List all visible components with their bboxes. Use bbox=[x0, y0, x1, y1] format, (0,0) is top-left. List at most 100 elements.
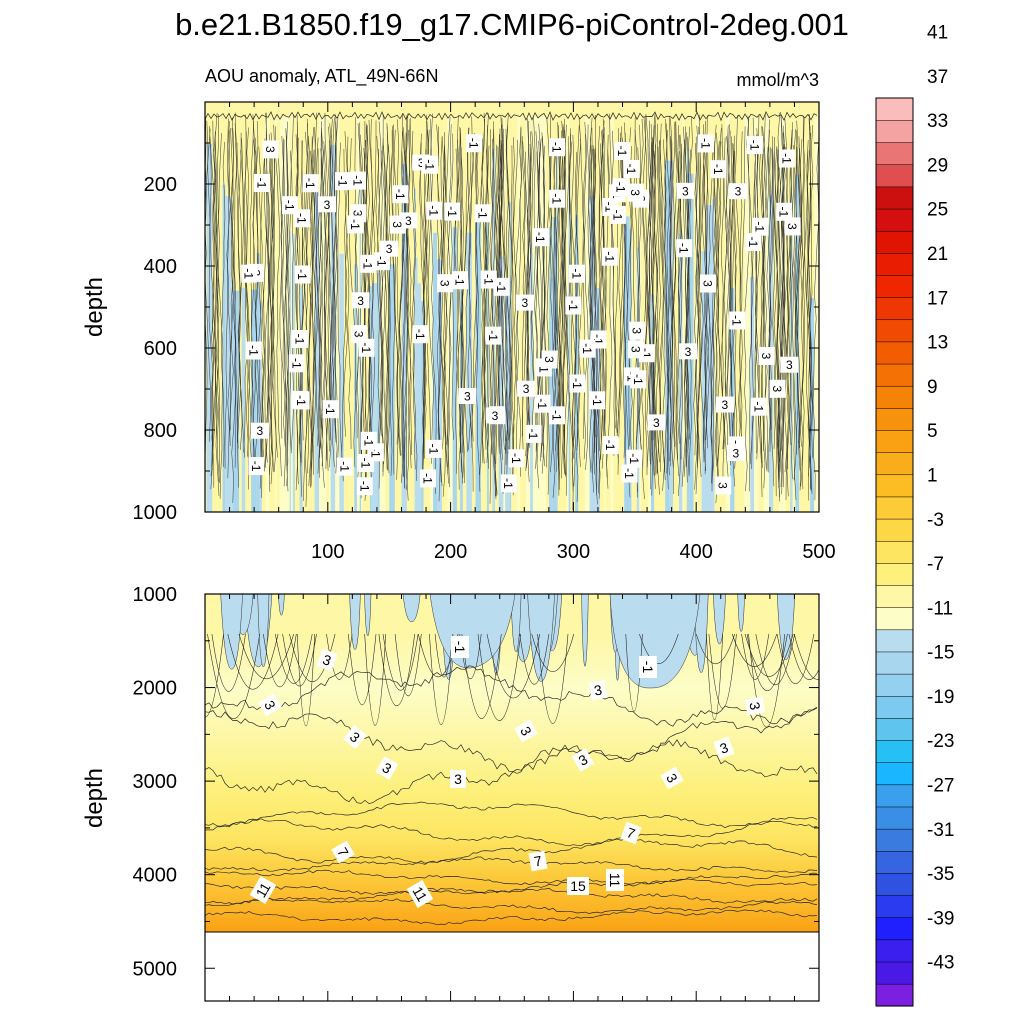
upper-contour-line bbox=[693, 130, 700, 456]
upper-contour-label-bg bbox=[532, 228, 549, 247]
upper-contour-label: -1 bbox=[322, 400, 339, 419]
upper-contour-label-text: 3 bbox=[628, 189, 642, 196]
colorbar-swatch bbox=[875, 385, 914, 409]
upper-contour-label-text: 3 bbox=[716, 482, 730, 489]
upper-contour-label-bg bbox=[569, 374, 586, 393]
lower-contour-label: 3 bbox=[375, 756, 399, 780]
upper-contour-line bbox=[493, 146, 501, 497]
lower-contour-label-bg bbox=[639, 656, 657, 678]
upper-contour-label: -1 bbox=[626, 449, 643, 468]
upper-contour-label-text: -1 bbox=[423, 159, 437, 170]
lower-contour-line bbox=[205, 869, 818, 886]
upper-contour-line bbox=[279, 138, 284, 439]
upper-contour-label-bg bbox=[294, 209, 311, 228]
upper-contour-line bbox=[588, 147, 597, 473]
upper-contour-line bbox=[734, 151, 743, 452]
upper-contour-label: -1 bbox=[302, 174, 319, 193]
figure-title: b.e21.B1850.f19_g17.CMIP6-piControl-2deg… bbox=[175, 7, 849, 42]
upper-contour-label: 3 bbox=[351, 292, 370, 309]
upper-contour-label-text: 3 bbox=[418, 156, 425, 170]
upper-contour-line bbox=[484, 149, 488, 450]
lower-contour-label: 11 bbox=[249, 875, 277, 905]
upper-contour-line bbox=[317, 121, 322, 447]
upper-contour-line bbox=[227, 128, 234, 479]
upper-contour-line bbox=[576, 121, 587, 448]
colorbar-swatch bbox=[875, 119, 914, 143]
colorbar-swatch bbox=[875, 717, 914, 741]
lower-contour-line bbox=[205, 707, 818, 774]
upper-contour-label-text: -1 bbox=[486, 330, 500, 341]
upper-weak-region bbox=[648, 117, 651, 512]
upper-contour-line bbox=[720, 130, 731, 481]
colorbar-frame bbox=[875, 97, 914, 1007]
upper-contour-label-bg bbox=[466, 134, 483, 153]
upper-contour-line bbox=[213, 148, 224, 499]
lower-negative-finger bbox=[402, 594, 421, 623]
upper-contour-label-bg bbox=[602, 436, 619, 455]
upper-contour-line bbox=[606, 113, 613, 489]
upper-contour-label-bg bbox=[392, 185, 409, 204]
upper-y-tick-label: 800 bbox=[144, 420, 177, 442]
upper-contour-line bbox=[645, 142, 652, 468]
upper-negative-region bbox=[669, 160, 673, 512]
colorbar-label: -35 bbox=[927, 864, 954, 885]
colorbar-label: 29 bbox=[927, 155, 948, 176]
upper-contour-line bbox=[488, 121, 496, 497]
upper-contour-line bbox=[258, 146, 267, 472]
upper-contour-line bbox=[227, 120, 234, 447]
upper-contour-line bbox=[392, 124, 396, 475]
upper-contour-label-bg bbox=[715, 476, 732, 495]
lower-contour-label: 3 bbox=[571, 748, 595, 772]
colorbar-label: -7 bbox=[927, 554, 944, 575]
upper-weak-region bbox=[517, 117, 521, 512]
upper-contour-line bbox=[280, 135, 289, 487]
upper-contour-line bbox=[768, 136, 775, 487]
colorbar-label: -39 bbox=[927, 908, 954, 929]
upper-contour-label-bg bbox=[291, 330, 308, 348]
upper-contour-line bbox=[744, 116, 751, 492]
upper-contour-line bbox=[313, 148, 320, 474]
upper-contour-label-bg bbox=[630, 370, 647, 389]
upper-contour-label: -1 bbox=[508, 449, 525, 468]
colorbar-swatch bbox=[875, 97, 914, 121]
upper-contour-label-text: -1 bbox=[303, 178, 317, 189]
upper-contour-line bbox=[411, 130, 418, 481]
upper-contour-label: -1 bbox=[426, 439, 443, 458]
upper-contour-line bbox=[388, 125, 393, 476]
upper-contour-label: 3 bbox=[350, 325, 367, 344]
upper-x-tick-label: 300 bbox=[557, 541, 590, 563]
upper-contour-line bbox=[343, 148, 352, 450]
upper-contour-line bbox=[267, 141, 271, 492]
upper-contour-line bbox=[673, 151, 680, 477]
upper-contour-label: -1 bbox=[412, 325, 429, 344]
colorbar-swatch bbox=[875, 252, 914, 276]
upper-contour-line bbox=[723, 123, 732, 450]
panel-left-string: AOU anomaly, ATL_49N-66N bbox=[205, 66, 438, 87]
upper-contour-line bbox=[702, 124, 711, 475]
lower-contour-label-bg bbox=[744, 696, 766, 716]
upper-contour-label: -1 bbox=[294, 265, 311, 284]
upper-contour-line bbox=[789, 129, 797, 455]
colorbar-swatch bbox=[875, 651, 914, 675]
upper-contour-label-bg bbox=[444, 202, 461, 221]
upper-contour-line bbox=[510, 145, 514, 496]
upper-contour-label-text: -1 bbox=[348, 219, 362, 230]
upper-contour-label: -1 bbox=[493, 277, 510, 296]
upper-contour-line bbox=[759, 146, 768, 472]
colorbar-swatch bbox=[875, 164, 914, 188]
upper-contour-line bbox=[226, 130, 231, 431]
upper-contour-label-bg bbox=[626, 449, 643, 468]
upper-contour-line bbox=[210, 114, 220, 490]
upper-contour-label: -1 bbox=[778, 149, 795, 168]
upper-contour-label-text: -1 bbox=[610, 210, 624, 221]
lower-contour-label-bg bbox=[606, 869, 624, 891]
lower-contour-label-bg bbox=[571, 748, 595, 772]
upper-contour-label: 3 bbox=[389, 215, 406, 234]
lower-contour-label: 7 bbox=[620, 821, 642, 845]
upper-contour-line bbox=[261, 147, 270, 499]
upper-negative-region bbox=[701, 251, 707, 512]
upper-contour-label-text: 3 bbox=[722, 398, 729, 412]
upper-negative-region bbox=[231, 280, 234, 512]
colorbar-label: -11 bbox=[927, 598, 953, 619]
upper-contour-label: 3 bbox=[517, 380, 536, 397]
